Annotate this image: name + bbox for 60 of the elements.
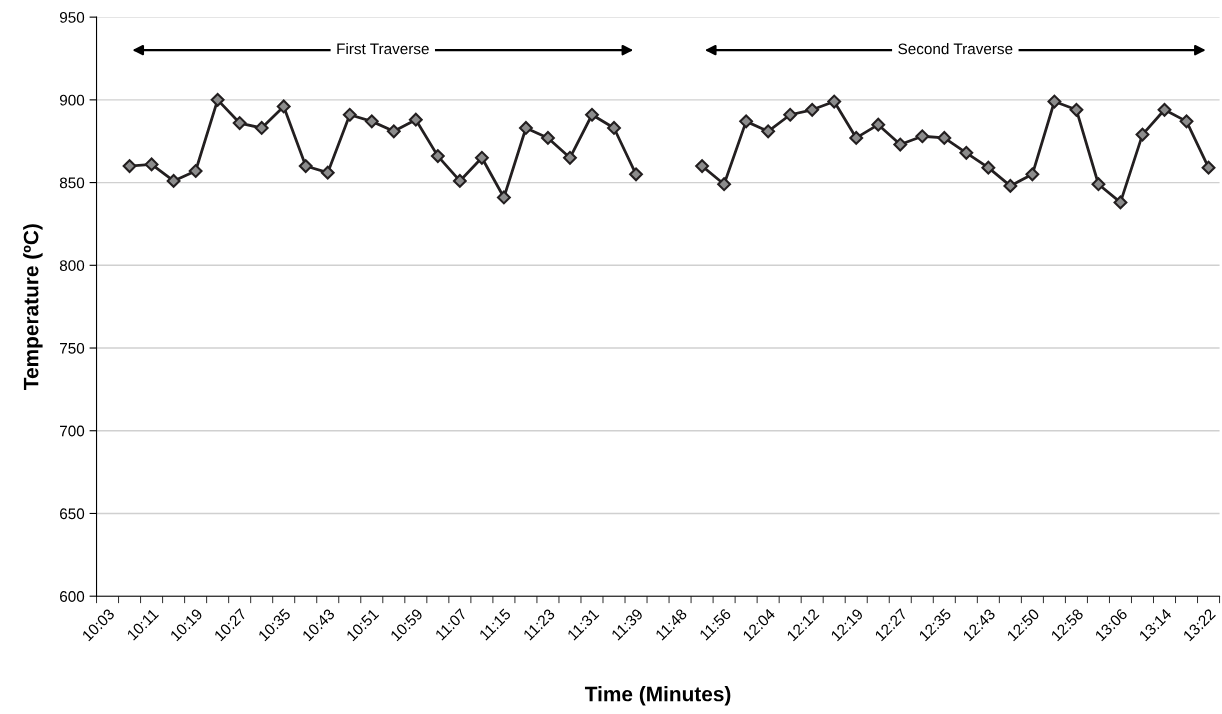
point — [761, 124, 776, 139]
y-tick-label: 800 — [59, 260, 85, 271]
y-tick-label: 850 — [59, 177, 85, 189]
y-tick-label: 950 — [59, 12, 85, 23]
point — [474, 150, 489, 165]
point — [408, 112, 423, 127]
point — [188, 164, 203, 178]
point — [827, 94, 842, 109]
y-tick-label: 900 — [59, 94, 85, 106]
annotation: First Traverse — [337, 43, 429, 55]
point — [254, 121, 269, 135]
point — [122, 159, 137, 173]
point — [1091, 177, 1106, 192]
y-tick-label: 700 — [60, 425, 85, 437]
point — [1047, 94, 1062, 109]
point — [937, 130, 952, 145]
y-tick-label: 650 — [60, 508, 85, 520]
point — [585, 107, 599, 122]
point — [541, 130, 555, 145]
point — [364, 114, 379, 129]
point — [452, 173, 467, 188]
point — [144, 157, 159, 172]
point — [805, 102, 820, 117]
y-tick-label: 750 — [60, 342, 85, 354]
annotation: Second Traverse — [898, 43, 1013, 55]
point — [607, 121, 621, 135]
point — [232, 116, 247, 130]
point — [210, 92, 225, 107]
point — [629, 167, 643, 182]
point — [1069, 102, 1084, 117]
point — [1003, 178, 1018, 193]
point — [1113, 195, 1128, 210]
point — [739, 114, 754, 129]
point — [959, 145, 974, 160]
point — [276, 99, 291, 114]
point — [166, 173, 181, 188]
point — [1157, 102, 1172, 117]
point — [519, 121, 533, 135]
y-tick-label: 600 — [60, 591, 85, 602]
point — [1025, 167, 1040, 182]
point — [783, 107, 798, 122]
point — [849, 130, 864, 145]
point — [1201, 160, 1216, 175]
point — [298, 159, 313, 173]
x-axis-title: Time (Minutes) — [584, 686, 731, 706]
point — [981, 160, 996, 175]
point — [893, 137, 908, 152]
point — [871, 117, 886, 132]
point — [342, 107, 357, 122]
point — [563, 150, 577, 165]
point — [695, 159, 710, 173]
point — [430, 149, 445, 164]
point — [1179, 114, 1194, 129]
point — [915, 129, 930, 144]
y-axis-title: Temperature (ºC) — [23, 224, 43, 390]
point — [717, 177, 732, 192]
point — [1135, 127, 1150, 142]
point — [386, 124, 401, 139]
point — [320, 165, 335, 180]
point — [496, 190, 511, 205]
